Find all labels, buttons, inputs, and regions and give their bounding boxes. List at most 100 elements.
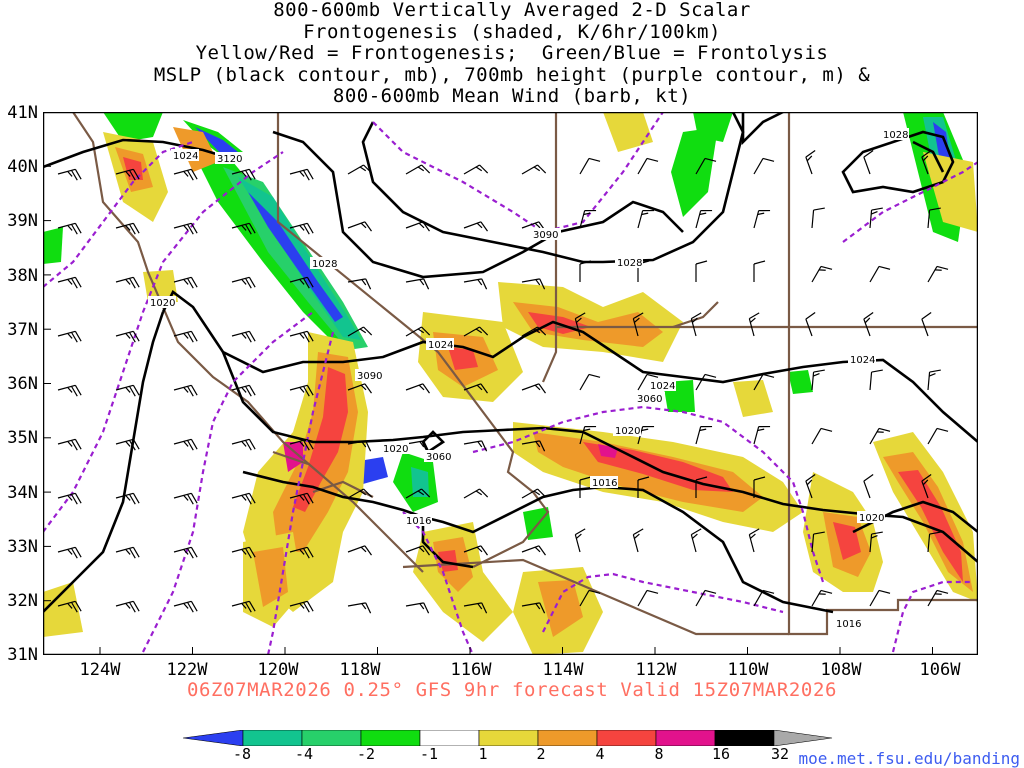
contour-labels: 1024 3120 1028 1020 3090 1028 1028 1024 …: [148, 128, 909, 630]
wind-barb: [927, 265, 949, 283]
lat-label: 38N: [7, 266, 38, 286]
wind-barb: [347, 383, 372, 394]
wind-barb: [463, 488, 489, 499]
axis-ticks: [43, 112, 933, 655]
colorbar-cell: [183, 730, 244, 746]
wind-barb: [347, 488, 373, 499]
credit-link[interactable]: moe.met.fsu.edu/banding: [798, 749, 1020, 768]
svg-text:3090: 3090: [533, 230, 558, 241]
wind-barb: [347, 326, 373, 337]
wind-barb: [521, 545, 546, 556]
wind-barb: [921, 150, 932, 175]
height-label: 3060: [635, 392, 665, 405]
lat-label: 35N: [7, 428, 38, 448]
title-line-4: MSLP (black contour, mb), 700mb height (…: [153, 63, 871, 86]
mslp-label: 1016: [834, 617, 862, 630]
wind-barb: [753, 425, 771, 445]
wind-barb: [521, 488, 547, 499]
wind-barb: [173, 168, 198, 181]
wind-barb: [748, 528, 760, 553]
wind-barb: [632, 528, 644, 553]
wind-barb: [869, 427, 891, 445]
wind-barb: [574, 312, 586, 337]
wind-barb: [115, 438, 140, 451]
mslp-label: 1016: [590, 476, 618, 489]
wind-barb: [405, 545, 430, 556]
wind-barb: [347, 602, 372, 614]
wind-barb: [869, 265, 891, 283]
wind-barb: [289, 384, 314, 397]
lat-label: 33N: [7, 537, 38, 557]
wind-barb: [231, 222, 256, 235]
wind-barb: [347, 164, 373, 175]
wind-barb: [811, 369, 825, 391]
lat-label: 36N: [7, 374, 38, 394]
wind-barb: [753, 209, 771, 229]
wind-barb: [695, 589, 717, 607]
wind-barb: [521, 278, 546, 290]
svg-text:1024: 1024: [850, 355, 875, 366]
wind-barb: [805, 474, 816, 499]
wind-barb: [173, 546, 198, 559]
height-label: 3060: [424, 450, 454, 463]
colorbar-cell: [596, 730, 657, 746]
wind-barb: [289, 546, 314, 559]
wind-barb: [115, 276, 140, 289]
mslp-label: 1016: [404, 514, 432, 527]
wind-barb: [173, 492, 198, 505]
wind-barb: [805, 312, 816, 337]
forecast-valid-time: 06Z07MAR2026 0.25° GFS 9hr forecast Vali…: [186, 679, 838, 701]
wind-barb: [173, 384, 198, 397]
wind-barb: [57, 600, 82, 613]
wind-barb: [637, 157, 659, 175]
mslp-label: 1020: [381, 442, 409, 455]
wind-barb: [863, 312, 874, 337]
lon-label: 120W: [257, 660, 299, 680]
wind-barb: [927, 207, 941, 229]
colorbar-label: -1: [419, 745, 439, 763]
colorbar-cell: [773, 730, 833, 746]
svg-text:1020: 1020: [859, 513, 884, 524]
svg-text:1028: 1028: [883, 130, 908, 141]
colorbar-label: 32: [770, 745, 790, 763]
svg-text:1016: 1016: [836, 619, 861, 630]
wind-barb: [463, 545, 488, 556]
wind-barb: [289, 438, 314, 451]
wind-barb: [811, 265, 833, 283]
mslp-label: 1020: [857, 511, 885, 524]
lat-label: 34N: [7, 483, 38, 503]
wind-barb: [863, 150, 874, 175]
wind-barbs: [57, 150, 949, 614]
wind-barb: [115, 330, 140, 343]
mslp-label: 1028: [881, 128, 909, 141]
wind-barb: [173, 330, 198, 343]
wind-barb: [463, 326, 489, 337]
wind-barb: [695, 476, 708, 498]
wind-barb: [289, 492, 314, 505]
wind-barb: [231, 276, 256, 289]
wind-barb: [753, 373, 775, 391]
wind-barb: [405, 602, 430, 614]
wind-barb: [869, 369, 883, 391]
lat-label: 37N: [7, 320, 38, 340]
wind-barb: [57, 384, 82, 397]
wind-barb: [574, 528, 586, 553]
lat-label: 40N: [7, 157, 38, 177]
wind-barb: [57, 276, 82, 289]
lon-label: 122W: [166, 660, 208, 680]
wind-barb: [579, 425, 597, 445]
svg-text:3120: 3120: [217, 154, 242, 165]
svg-text:3090: 3090: [357, 371, 382, 382]
wind-barb: [811, 207, 825, 229]
colorbar-label: 4: [595, 745, 605, 763]
mslp-label: 1020: [148, 296, 176, 309]
svg-text:1024: 1024: [173, 151, 198, 162]
wind-barb: [463, 602, 488, 614]
wind-barb: [173, 438, 198, 451]
mslp-label: 1024: [426, 338, 454, 351]
colorbar-label: -8: [232, 745, 252, 763]
wind-barb: [57, 222, 82, 235]
wind-barb: [347, 440, 372, 452]
lon-label: 116W: [450, 660, 492, 680]
title-line-2: Frontogenesis (shaded, K/6hr/100km): [303, 20, 721, 43]
